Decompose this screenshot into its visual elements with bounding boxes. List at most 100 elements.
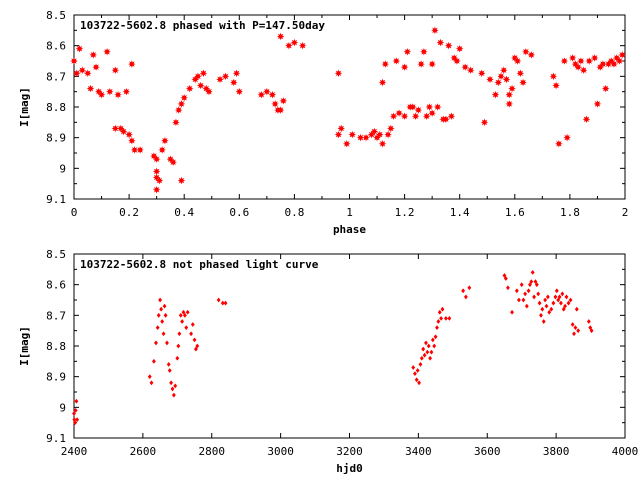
data-point bbox=[414, 377, 419, 383]
data-point bbox=[185, 309, 190, 315]
data-point bbox=[182, 312, 187, 318]
data-point bbox=[466, 66, 475, 74]
data-point bbox=[582, 115, 591, 124]
data-point bbox=[106, 87, 114, 96]
data-point bbox=[564, 294, 569, 300]
y-axis-label: I[mag] bbox=[18, 326, 31, 366]
data-point bbox=[176, 343, 181, 349]
data-point bbox=[370, 127, 379, 136]
data-point bbox=[568, 54, 577, 62]
data-point bbox=[494, 78, 503, 87]
data-point bbox=[185, 84, 194, 93]
data-point bbox=[181, 309, 186, 315]
data-point bbox=[428, 355, 433, 361]
y-tick-label: 9.1 bbox=[46, 432, 66, 445]
data-point bbox=[216, 297, 221, 303]
y-axis-label: I[mag] bbox=[18, 87, 31, 127]
y-tick-label: 8.8 bbox=[46, 101, 66, 114]
data-point bbox=[78, 66, 87, 74]
data-point bbox=[502, 75, 511, 84]
data-point bbox=[590, 54, 599, 62]
data-point bbox=[387, 124, 395, 133]
data-point bbox=[114, 90, 122, 99]
x-tick-label: 2400 bbox=[61, 445, 88, 458]
data-point bbox=[156, 312, 161, 318]
data-point bbox=[155, 325, 160, 330]
x-axis-label: hjd0 bbox=[336, 462, 363, 475]
data-point bbox=[75, 417, 80, 422]
data-point bbox=[86, 84, 95, 93]
data-point bbox=[523, 291, 528, 297]
data-point bbox=[440, 306, 445, 312]
data-point bbox=[422, 352, 427, 358]
data-point bbox=[553, 294, 558, 300]
y-tick-label: 8.9 bbox=[46, 132, 66, 145]
data-point bbox=[422, 112, 431, 120]
data-point bbox=[576, 328, 581, 334]
data-point bbox=[122, 87, 131, 96]
data-point bbox=[161, 136, 169, 145]
data-point bbox=[170, 386, 175, 392]
data-point bbox=[403, 48, 412, 56]
data-point bbox=[516, 69, 525, 78]
data-point bbox=[384, 130, 392, 139]
data-point bbox=[158, 146, 166, 154]
data-point bbox=[510, 309, 514, 315]
data-point bbox=[536, 291, 541, 297]
data-point bbox=[519, 282, 524, 288]
data-point bbox=[411, 112, 420, 120]
data-point bbox=[89, 51, 98, 59]
data-point bbox=[429, 349, 434, 355]
data-point bbox=[532, 294, 537, 300]
data-point bbox=[155, 176, 164, 185]
data-point bbox=[136, 146, 144, 154]
data-point bbox=[75, 44, 84, 53]
data-point bbox=[430, 337, 435, 343]
data-point bbox=[298, 41, 307, 50]
data-point bbox=[119, 127, 128, 136]
data-point bbox=[570, 322, 575, 327]
data-point bbox=[419, 355, 424, 361]
data-point bbox=[467, 285, 472, 291]
data-point bbox=[436, 38, 445, 47]
data-point bbox=[92, 63, 100, 71]
data-point bbox=[519, 78, 527, 87]
data-point bbox=[574, 306, 579, 312]
data-point bbox=[618, 51, 627, 59]
y-tick-label: 8.6 bbox=[46, 279, 66, 292]
data-point bbox=[392, 57, 401, 65]
data-point bbox=[362, 133, 370, 142]
data-point bbox=[505, 90, 514, 99]
x-tick-label: 2 bbox=[622, 206, 629, 219]
data-point bbox=[563, 303, 567, 309]
data-point bbox=[163, 312, 168, 318]
data-point bbox=[555, 140, 563, 148]
x-tick-label: 4000 bbox=[612, 445, 639, 458]
data-point bbox=[162, 303, 167, 309]
data-point bbox=[517, 297, 521, 303]
data-point bbox=[480, 118, 489, 127]
data-point bbox=[285, 41, 293, 50]
data-point bbox=[426, 343, 431, 349]
data-point bbox=[530, 270, 535, 275]
x-tick-label: 0.6 bbox=[229, 206, 249, 219]
x-tick-label: 3800 bbox=[543, 445, 570, 458]
data-point bbox=[263, 87, 271, 96]
chart-title: 103722-5602.8 phased with P=147.50day bbox=[80, 19, 325, 32]
x-tick-label: 2600 bbox=[130, 445, 157, 458]
data-point bbox=[169, 158, 177, 166]
data-point bbox=[177, 100, 186, 108]
data-point bbox=[579, 66, 588, 74]
data-point bbox=[195, 343, 200, 349]
data-point bbox=[425, 349, 430, 355]
data-point bbox=[334, 69, 343, 78]
data-point bbox=[424, 340, 428, 346]
x-tick-label: 1.4 bbox=[450, 206, 470, 219]
y-tick-label: 8.6 bbox=[46, 40, 66, 53]
data-point bbox=[389, 112, 398, 120]
data-point bbox=[585, 57, 593, 65]
data-point bbox=[130, 146, 139, 154]
x-tick-label: 0.8 bbox=[284, 206, 304, 219]
y-tick-label: 8.7 bbox=[46, 70, 66, 83]
data-point bbox=[337, 124, 346, 133]
